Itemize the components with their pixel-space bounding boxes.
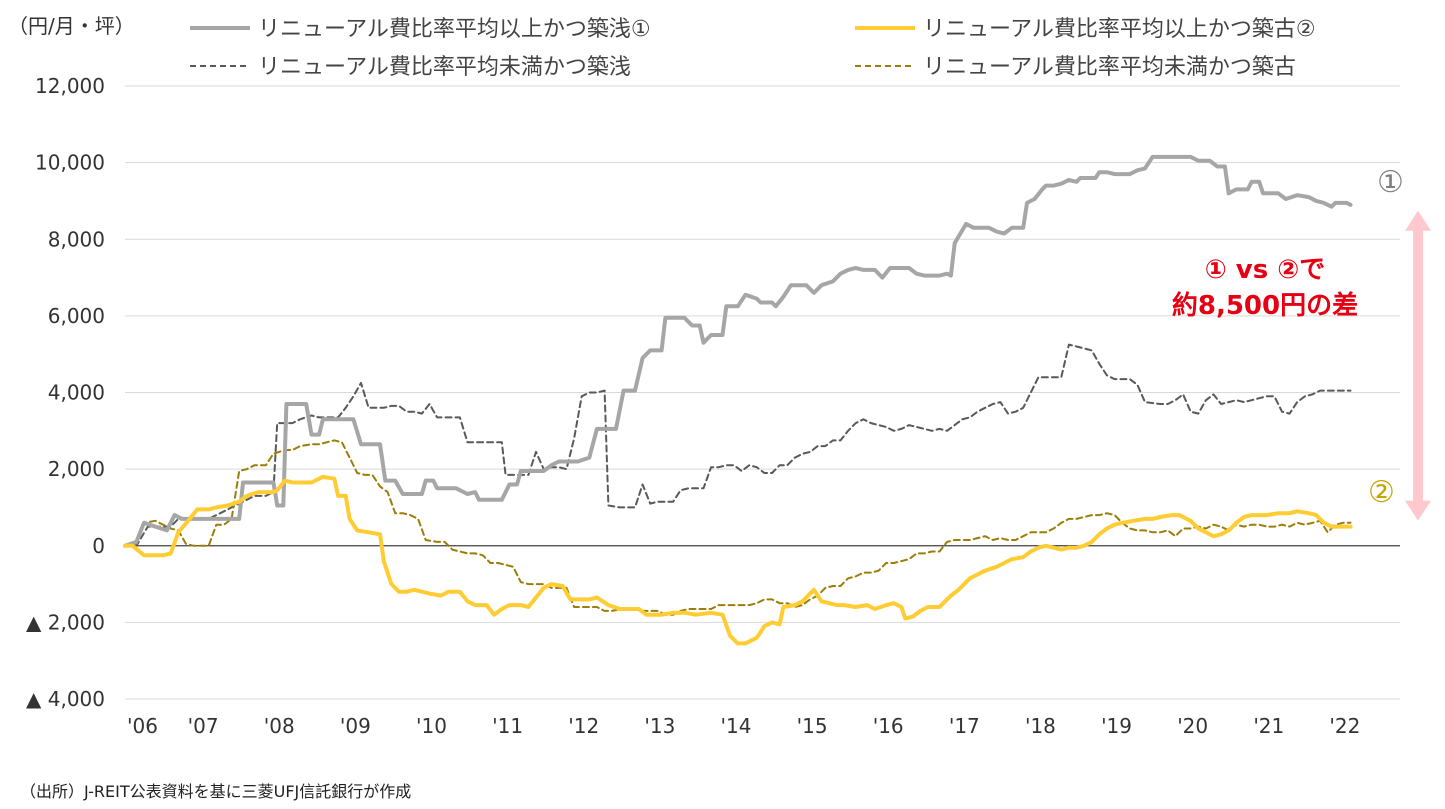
- x-tick-label: '21: [1253, 714, 1284, 738]
- legend-label-1: リニューアル費比率平均以上かつ築浅①: [258, 17, 651, 42]
- gridlines: [125, 85, 1400, 700]
- x-tick-label: '17: [949, 714, 980, 738]
- x-tick-label: '16: [873, 714, 904, 738]
- x-tick-label: '15: [797, 714, 828, 738]
- series-group: [123, 154, 1353, 646]
- arrow-shaft: [1413, 228, 1423, 503]
- y-tick-label: 6,000: [48, 304, 105, 328]
- legend: リニューアル費比率平均以上かつ築浅① リニューアル費比率平均以上かつ築古② リニュー…: [190, 17, 1316, 80]
- series-2-marker: ②: [1368, 475, 1395, 510]
- series-line-2: [123, 474, 1353, 646]
- x-tick-label: '11: [492, 714, 523, 738]
- arrow-head-up: [1405, 210, 1431, 231]
- y-axis-unit-label: （円/月・坪）: [8, 14, 135, 38]
- y-tick-label: 4,000: [48, 381, 105, 405]
- y-tick-label: ▲ 4,000: [26, 687, 105, 711]
- legend-label-3: リニューアル費比率平均未満かつ築浅: [258, 55, 631, 80]
- x-tick-label: '12: [568, 714, 599, 738]
- x-tick-label: '13: [644, 714, 675, 738]
- annotation-line-1: ① vs ②で: [1204, 255, 1326, 285]
- y-tick-label: 0: [92, 534, 105, 558]
- x-tick-label: '18: [1025, 714, 1056, 738]
- y-tick-label: 8,000: [48, 227, 105, 251]
- y-tick-label: 12,000: [35, 74, 105, 98]
- source-note: （出所）J-REIT公表資料を基に三菱UFJ信託銀行が作成: [20, 782, 412, 801]
- x-tick-label: '20: [1177, 714, 1208, 738]
- x-tick-label: '19: [1101, 714, 1132, 738]
- x-tick-label: '10: [416, 714, 447, 738]
- legend-label-4: リニューアル費比率平均未満かつ築古: [923, 55, 1296, 80]
- x-tick-label: '07: [188, 714, 219, 738]
- difference-arrow: [1405, 210, 1431, 521]
- y-tick-label: 2,000: [48, 457, 105, 481]
- annotation-line-2: 約8,500円の差: [1171, 291, 1359, 321]
- series-1-marker: ①: [1377, 165, 1404, 200]
- x-tick-label: '14: [720, 714, 751, 738]
- y-tick-label: 10,000: [35, 151, 105, 175]
- difference-annotation: ① vs ②で 約8,500円の差: [1150, 252, 1380, 324]
- x-tick-label: '22: [1329, 714, 1360, 738]
- arrow-head-down: [1405, 500, 1431, 521]
- x-tick-label: '09: [340, 714, 371, 738]
- series-line-1: [123, 154, 1353, 548]
- series-line-4: [124, 439, 1352, 616]
- x-tick-label: '08: [264, 714, 295, 738]
- axes: ▲ 4,000 ▲ 2,000 0 2,000 4,000 6,000 8,000 10,00…: [26, 74, 1360, 738]
- legend-label-2: リニューアル費比率平均以上かつ築古②: [923, 17, 1316, 42]
- series-line-3: [124, 343, 1352, 547]
- x-tick-label: '06: [127, 714, 158, 738]
- y-tick-label: ▲ 2,000: [26, 610, 105, 634]
